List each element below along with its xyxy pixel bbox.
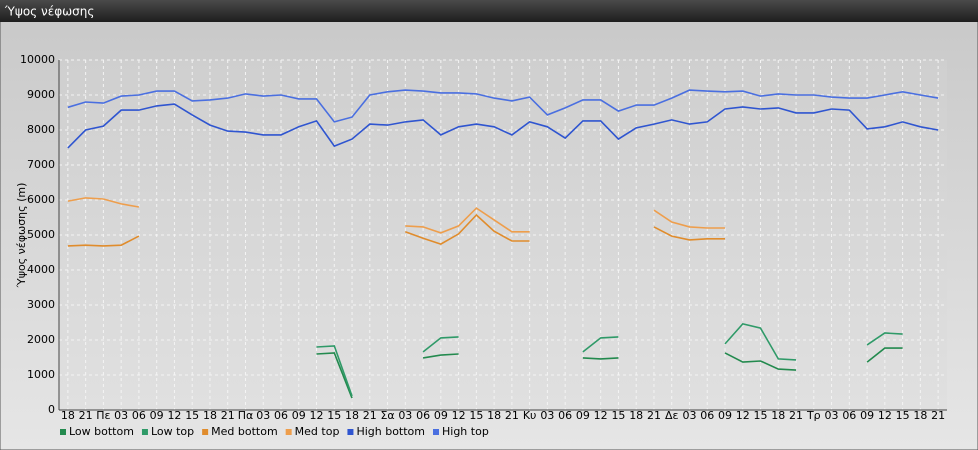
x-tick-label: 06 (416, 409, 430, 422)
legend-label: High top (442, 425, 489, 438)
y-tick-label: 8000 (27, 123, 55, 136)
y-tick-label: 2000 (27, 333, 55, 346)
x-tick-label: 15 (185, 409, 199, 422)
legend-swatch (433, 429, 439, 435)
x-tick-label: Δε (665, 409, 679, 422)
x-tick-label: 03 (540, 409, 554, 422)
y-tick-label: 0 (48, 403, 55, 416)
title-bar (0, 0, 978, 22)
y-tick-label: 10000 (20, 53, 55, 66)
x-tick-label: 18 (771, 409, 785, 422)
x-tick-label: 12 (310, 409, 324, 422)
x-tick-label: 12 (594, 409, 608, 422)
x-tick-label: 18 (913, 409, 927, 422)
legend-label: Med top (295, 425, 340, 438)
x-tick-label: 12 (452, 409, 466, 422)
series-line (316, 347, 903, 399)
x-tick-label: 15 (754, 409, 768, 422)
series-line (67, 213, 725, 247)
x-tick-label: 12 (878, 409, 892, 422)
x-tick-label: Σα (380, 409, 394, 422)
x-tick-label: 09 (860, 409, 874, 422)
x-tick-label: 18 (61, 409, 75, 422)
x-tick-label: 09 (150, 409, 164, 422)
x-tick-label: 15 (896, 409, 910, 422)
x-tick-label: 03 (114, 409, 128, 422)
x-tick-label: 15 (327, 409, 341, 422)
x-tick-label: 03 (256, 409, 270, 422)
y-tick-label: 6000 (27, 193, 55, 206)
x-tick-label: 09 (576, 409, 590, 422)
x-tick-label: 09 (718, 409, 732, 422)
legend-swatch (347, 429, 354, 435)
x-tick-label: 18 (487, 409, 501, 422)
x-tick-label: Κυ (523, 409, 537, 422)
x-tick-label: 12 (736, 409, 750, 422)
y-tick-label: 3000 (27, 298, 55, 311)
legend-swatch (202, 429, 209, 435)
legend-swatch (60, 429, 66, 435)
x-tick-label: 06 (700, 409, 714, 422)
legend-label: High bottom (356, 425, 425, 438)
x-tick-label: 21 (789, 409, 803, 422)
x-tick-label: Πα (238, 409, 254, 422)
series-line (67, 89, 939, 123)
x-tick-label: 06 (842, 409, 856, 422)
x-tick-label: 21 (505, 409, 519, 422)
x-tick-label: 06 (132, 409, 146, 422)
y-tick-label: 1000 (27, 368, 55, 381)
x-tick-label: 21 (931, 409, 945, 422)
y-tick-label: 7000 (27, 158, 55, 171)
x-tick-label: 15 (469, 409, 483, 422)
x-tick-label: 21 (647, 409, 661, 422)
x-tick-label: 09 (292, 409, 306, 422)
x-tick-label: 09 (434, 409, 448, 422)
y-tick-label: 5000 (27, 228, 55, 241)
series-line (67, 197, 725, 234)
x-tick-label: 03 (398, 409, 412, 422)
x-tick-label: 06 (274, 409, 288, 422)
x-tick-label: 21 (79, 409, 93, 422)
legend-label: Low bottom (69, 425, 134, 438)
x-tick-label: 21 (363, 409, 377, 422)
x-tick-label: 21 (221, 409, 235, 422)
legend-swatch (285, 429, 292, 435)
x-tick-label: Πε (96, 409, 110, 422)
x-tick-label: 03 (682, 409, 696, 422)
y-tick-label: 4000 (27, 263, 55, 276)
x-tick-label: 12 (167, 409, 181, 422)
x-tick-label: 03 (825, 409, 839, 422)
legend-label: Med bottom (211, 425, 278, 438)
x-tick-label: 18 (629, 409, 643, 422)
x-tick-label: 15 (611, 409, 625, 422)
window-title: Ύψος νέφωσης (4, 5, 94, 19)
x-tick-label: 18 (203, 409, 217, 422)
legend-label: Low top (151, 425, 194, 438)
y-tick-label: 9000 (27, 88, 55, 101)
series-line (67, 103, 939, 149)
x-tick-label: 06 (558, 409, 572, 422)
x-tick-label: 18 (345, 409, 359, 422)
x-tick-label: Τρ (806, 409, 821, 422)
series-line (316, 323, 903, 397)
y-axis-label: Ύψος νέφωσης (m) (15, 183, 28, 289)
legend-swatch (141, 429, 148, 435)
